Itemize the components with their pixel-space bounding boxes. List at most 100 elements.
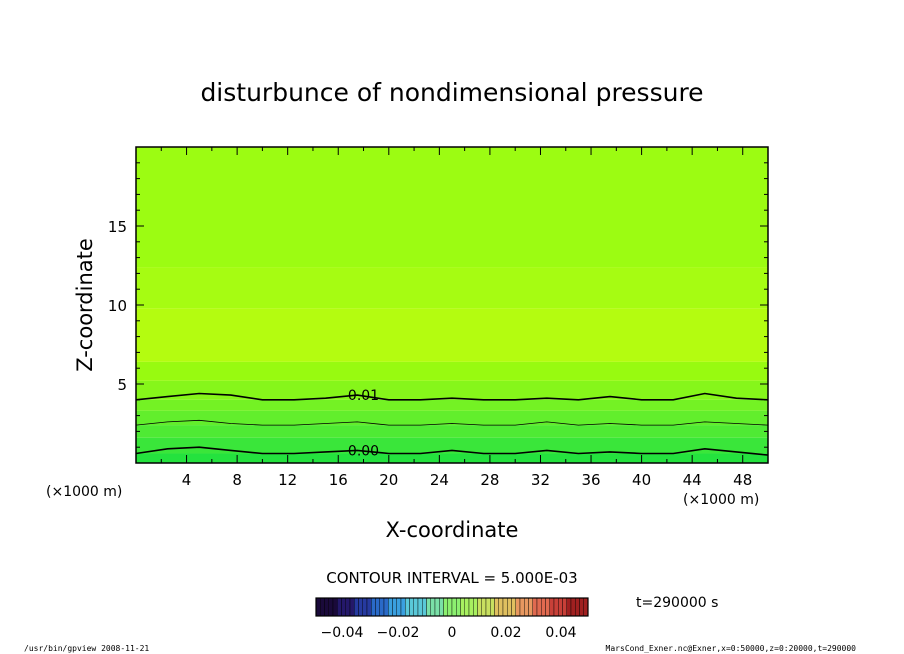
colorbar-cell xyxy=(366,597,372,617)
colorbar-cell xyxy=(439,597,444,617)
colorbar-cell xyxy=(320,597,325,617)
colorbar-tick-label: −0.02 xyxy=(377,625,420,641)
colorbar-cell xyxy=(315,597,321,617)
contour-label-0: 0.01 xyxy=(348,388,379,404)
colorbar-cell xyxy=(451,597,457,617)
fill-band-6 xyxy=(136,361,768,381)
colorbar-cell xyxy=(379,597,385,617)
contour-label-2: 0.00 xyxy=(348,443,379,459)
colorbar-cell xyxy=(464,597,470,617)
colorbar-cell xyxy=(337,597,342,617)
colorbar-cell xyxy=(400,597,406,617)
colorbar-cell xyxy=(515,597,521,617)
colorbar-cell xyxy=(383,597,389,617)
colorbar-cell xyxy=(507,597,512,617)
colorbar-cell xyxy=(532,597,538,617)
colorbar-cell xyxy=(460,597,465,617)
colorbar-tick-label: 0.04 xyxy=(545,625,576,641)
y-tick-label: 15 xyxy=(108,218,127,236)
colorbar-cell xyxy=(473,597,478,617)
colorbar-cell xyxy=(409,597,414,617)
colorbar-tick-label: 0.02 xyxy=(490,625,521,641)
colorbar-cell xyxy=(447,597,453,617)
colorbar-cell xyxy=(536,597,542,617)
colorbar-cell xyxy=(392,597,397,617)
colorbar-cell xyxy=(413,597,419,617)
x-tick-label: 32 xyxy=(531,471,550,489)
contour-lines: 0.01 0.00 xyxy=(135,388,769,459)
colorbar-cell xyxy=(583,597,589,617)
fill-band-8 xyxy=(136,267,768,309)
footer-left: /usr/bin/gpview 2008-11-21 xyxy=(24,644,149,653)
colorbar-frame xyxy=(315,597,589,617)
colorbar-cell xyxy=(388,597,393,617)
colorbar-cell xyxy=(562,597,567,617)
fill-band-4 xyxy=(136,399,768,411)
colorbar: −0.04 −0.02 0 0.02 0.04 xyxy=(315,597,589,641)
contour-line-2 xyxy=(135,446,769,456)
fill-band-5 xyxy=(136,380,768,400)
colorbar-cell xyxy=(345,597,351,617)
time-label: t=290000 s xyxy=(636,595,718,611)
contour-interval-label: CONTOUR INTERVAL = 5.000E-03 xyxy=(326,569,577,587)
x-tick-label: 36 xyxy=(581,471,600,489)
colorbar-cell xyxy=(443,597,448,617)
colorbar-cell xyxy=(579,597,584,617)
colorbar-cell xyxy=(545,597,550,617)
colorbar-cell xyxy=(396,597,402,617)
colorbar-cell xyxy=(481,597,487,617)
footer-right: MarsCond_Exner.nc@Exner,x=0:50000,z=0:20… xyxy=(606,644,857,653)
colorbar-cell xyxy=(362,597,368,617)
x-tick-label: 40 xyxy=(632,471,651,489)
colorbar-cell xyxy=(468,597,474,617)
colorbar-cell xyxy=(324,597,329,617)
colorbar-tick-label: 0 xyxy=(448,625,457,641)
y-axis-unit: (×1000 m) xyxy=(46,484,122,500)
colorbar-cell xyxy=(434,597,440,617)
plot-area xyxy=(136,147,768,463)
colorbar-cell xyxy=(519,597,525,617)
colorbar-cell xyxy=(456,597,461,617)
colorbar-cell xyxy=(558,597,563,617)
x-tick-label: 12 xyxy=(278,471,297,489)
x-axis-label: X-coordinate xyxy=(386,518,519,542)
colorbar-cell xyxy=(549,597,555,617)
y-tick-label: 5 xyxy=(117,376,127,394)
colorbar-cell xyxy=(430,597,436,617)
chart-title: disturbunce of nondimensional pressure xyxy=(200,78,703,107)
colorbar-cell xyxy=(371,597,376,617)
contour-line-1 xyxy=(135,419,769,426)
fill-band-2 xyxy=(136,425,768,438)
colorbar-cell xyxy=(575,597,580,617)
colorbar-cell xyxy=(566,597,572,617)
x-axis-unit: (×1000 m) xyxy=(683,492,759,508)
colorbar-cell xyxy=(375,597,380,617)
colorbar-cell xyxy=(541,597,546,617)
contour-line-0 xyxy=(135,392,769,401)
x-tick-label: 20 xyxy=(379,471,398,489)
x-tick-label: 16 xyxy=(329,471,348,489)
x-tick-label: 48 xyxy=(733,471,752,489)
x-tick-label: 8 xyxy=(232,471,242,489)
x-tick-label: 24 xyxy=(430,471,449,489)
colorbar-cell xyxy=(528,597,533,617)
fill-band-1 xyxy=(136,437,768,454)
colorbar-cell xyxy=(477,597,482,617)
y-axis-label: Z-coordinate xyxy=(73,238,97,372)
colorbar-cell xyxy=(358,597,363,617)
colorbar-cell xyxy=(422,597,427,617)
fill-band-9 xyxy=(136,147,768,268)
colorbar-cell xyxy=(502,597,508,617)
colorbar-tick-label: −0.04 xyxy=(321,625,364,641)
fill-band-7 xyxy=(136,308,768,362)
colorbar-cell xyxy=(341,597,346,617)
fill-band-0 xyxy=(136,453,768,463)
colorbar-cell xyxy=(498,597,504,617)
x-tick-label: 4 xyxy=(182,471,192,489)
colorbar-cell xyxy=(417,597,423,617)
x-tick-label: 28 xyxy=(480,471,499,489)
colorbar-cell xyxy=(485,597,491,617)
colorbar-cell xyxy=(570,597,576,617)
